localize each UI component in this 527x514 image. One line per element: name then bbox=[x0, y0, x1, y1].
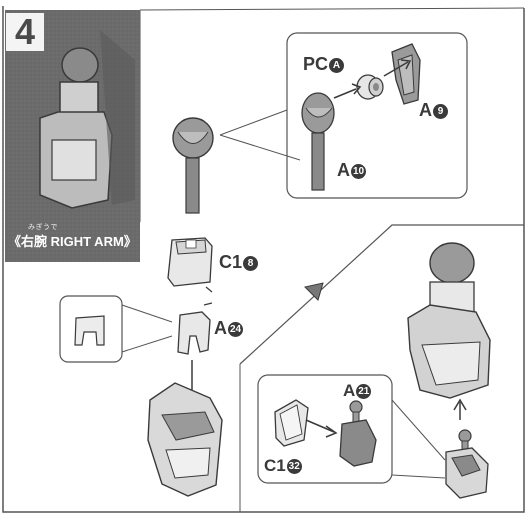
part-a21 bbox=[340, 401, 376, 466]
part-a24 bbox=[178, 312, 210, 354]
label-a10: A 10 bbox=[337, 160, 366, 181]
label-a24: A 24 bbox=[214, 318, 243, 339]
title-right-arm: 《右腕 RIGHT ARM》 bbox=[8, 231, 137, 250]
label-c132: C1 32 bbox=[264, 456, 302, 476]
part-a24-detail bbox=[75, 316, 104, 345]
top-border bbox=[140, 8, 524, 10]
part-c18 bbox=[168, 238, 212, 286]
label-pc-a: PC A bbox=[303, 54, 344, 75]
part-a9 bbox=[392, 44, 420, 104]
arrow-c132-to-a21 bbox=[306, 420, 334, 432]
motion-marks bbox=[204, 287, 212, 305]
part-hand-assembly bbox=[446, 430, 488, 498]
part-ball-joint bbox=[173, 118, 213, 213]
direction-arrow bbox=[305, 283, 323, 300]
arrow-pc-to-a10 bbox=[334, 89, 356, 98]
label-a21: A 21 bbox=[343, 381, 371, 401]
step-number: 4 bbox=[6, 13, 44, 51]
label-c18: C1 8 bbox=[219, 252, 258, 273]
part-a10 bbox=[302, 93, 334, 190]
part-assembled-arm bbox=[408, 243, 490, 398]
part-forearm-left bbox=[148, 383, 222, 496]
part-c132 bbox=[275, 400, 308, 446]
callout-lines bbox=[220, 110, 300, 160]
